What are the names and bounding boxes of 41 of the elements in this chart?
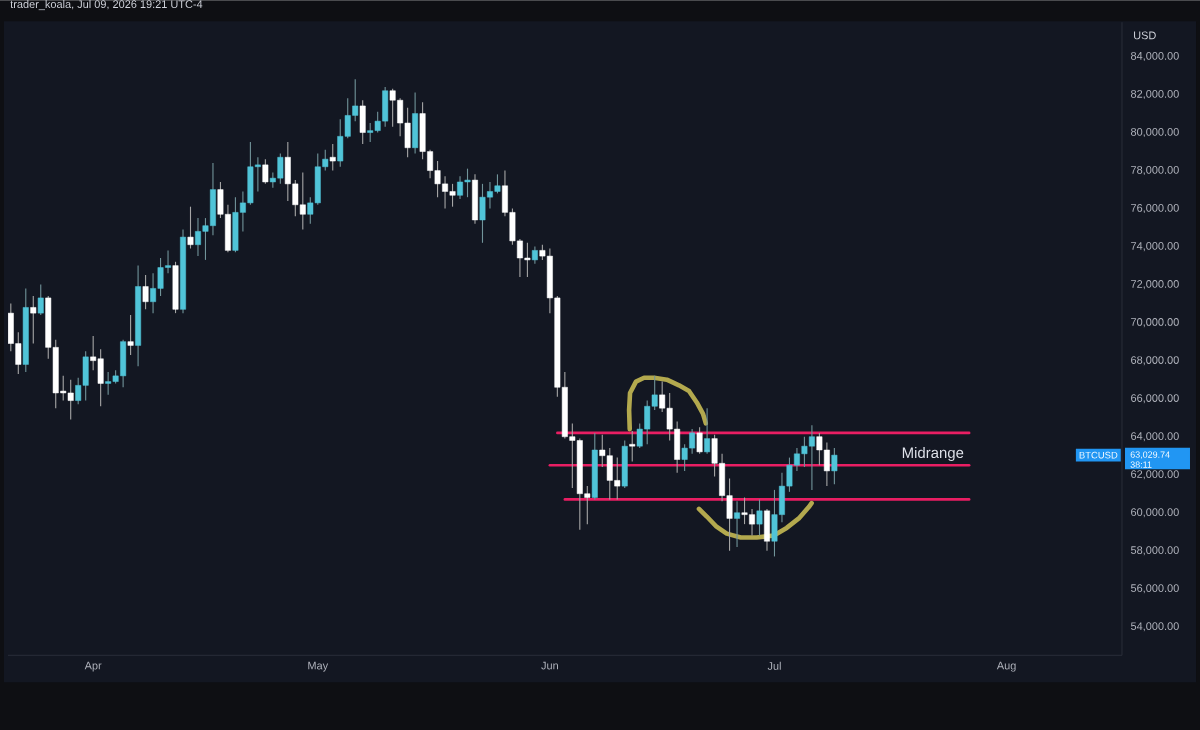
x-tick-label: May [308,661,329,672]
text: 63,029.74 [1130,451,1170,459]
x-tick-label: Jun [541,661,558,670]
y-tick-label: 60,000.00 [1131,508,1179,518]
candlestick [756,498,763,536]
candlestick [329,143,336,171]
x-tick-label: Aug [996,661,1016,672]
y-tick-label: 70,000.00 [1131,317,1179,328]
y-tick-label: 74,000.00 [1131,241,1179,251]
y-tick-label: 66,000.00 [1131,394,1179,404]
y-tick-label: 80,000.00 [1130,127,1179,137]
x-tick-label: Jul [767,661,781,670]
series-label: Midrange [902,446,964,461]
candlestick [127,314,134,356]
candlestick [142,274,149,310]
candlestick [262,158,269,185]
chart-title: trader_koala, Jul 09, 2026 19:21 UTC-4 [10,0,203,10]
y-tick-label: 58,000.00 [1130,546,1179,556]
y-tick-label: 68,000.00 [1131,356,1179,366]
candlestick [629,430,636,462]
y-axis-title: USD [1134,31,1156,40]
y-tick-label: 64,000.00 [1131,432,1179,442]
candlestick [696,426,703,455]
y-tick-label: 54,000.00 [1130,622,1179,632]
x-tick-label: Apr [84,661,102,672]
line-series [626,375,709,432]
y-tick-label: 62,000.00 [1131,470,1179,480]
y-tick-label: 72,000.00 [1131,279,1179,290]
candlestick [187,205,194,249]
y-tick-label: 84,000.00 [1130,51,1179,61]
candlestick [734,500,740,548]
candlestick [831,447,838,485]
text: 38:11 [1130,461,1152,468]
candlestick [37,283,44,316]
y-tick-label: 76,000.00 [1131,203,1179,213]
candlestick [30,295,37,344]
y-tick-label: 78,000.00 [1131,165,1179,175]
candlestick [704,407,711,455]
annotation: BTCUSD [1079,451,1118,459]
y-tick-label: 82,000.00 [1130,89,1179,99]
y-tick-label: 56,000.00 [1130,584,1179,594]
